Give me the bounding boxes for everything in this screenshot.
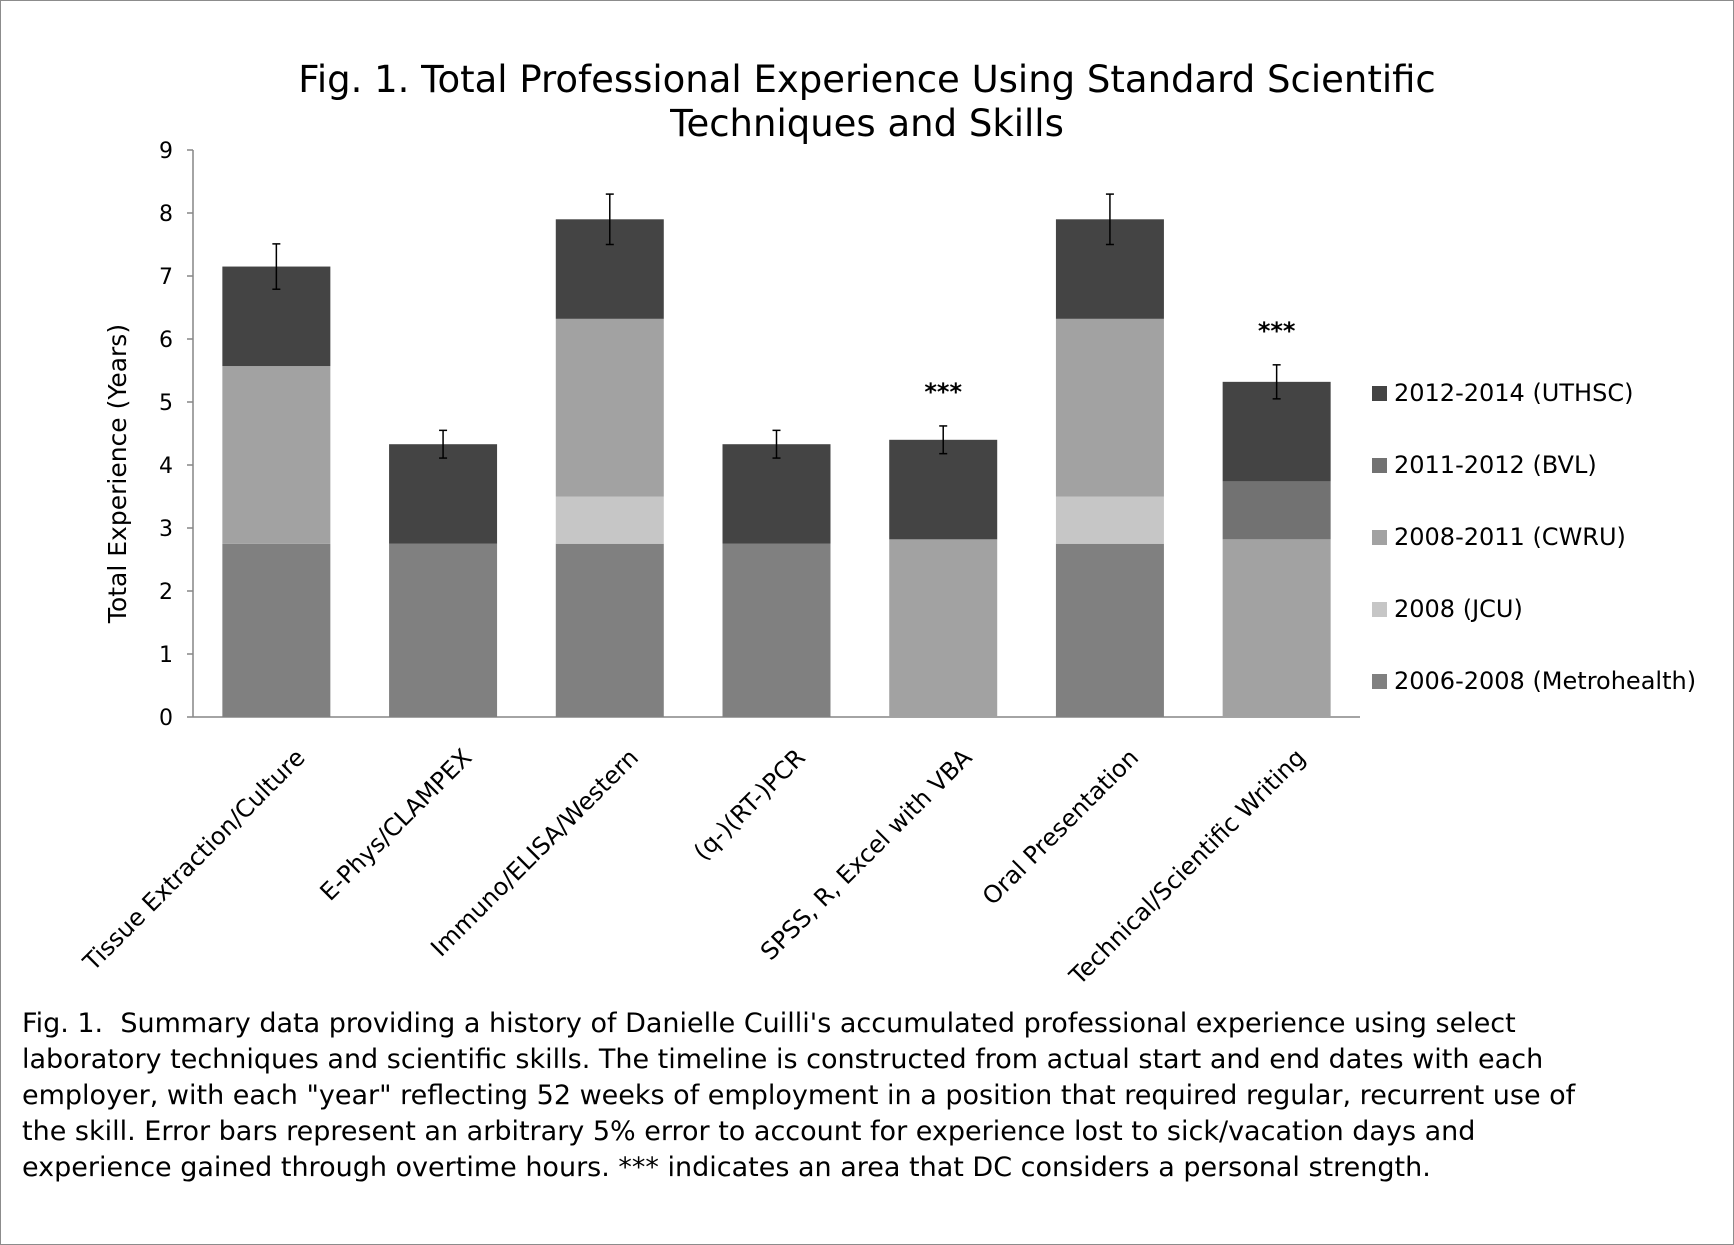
legend-swatch: [1372, 386, 1387, 401]
chart-title-line-1: Fig. 1. Total Professional Experience Us…: [298, 58, 1436, 101]
stacked-bar-chart: Fig. 1. Total Professional Experience Us…: [77, 58, 1696, 991]
strength-annotation: ***: [1258, 317, 1296, 345]
y-tick-label: 4: [159, 454, 173, 479]
caption-line-5: experience gained through overtime hours…: [22, 1152, 1431, 1183]
legend-swatch: [1372, 602, 1387, 617]
bar-stack: [1222, 381, 1331, 717]
error-bars: [272, 193, 1281, 459]
legend-item: 2006-2008 (Metrohealth): [1372, 667, 1696, 695]
bar-segment: [1222, 481, 1331, 540]
bar-segment: [722, 543, 831, 717]
caption-line-1: Summary data providing a history of Dani…: [120, 1008, 1516, 1039]
bar-segment: [1222, 539, 1331, 717]
caption-line-2: laboratory techniques and scientific ski…: [22, 1044, 1544, 1075]
legend-label: 2008-2011 (CWRU): [1394, 523, 1626, 551]
legend-item: 2011-2012 (BVL): [1372, 451, 1597, 479]
caption-line-3: employer, with each "year" reflecting 52…: [22, 1080, 1576, 1111]
bar-segment: [555, 318, 664, 497]
bar-segment: [1055, 496, 1164, 544]
y-tick-label: 3: [159, 517, 173, 542]
y-tick-label: 2: [159, 580, 173, 605]
y-axis: 0 1 2 3 4 5 6 7 8 9 Total Experience (Years): [103, 139, 1360, 731]
bar-segment: [389, 444, 498, 544]
caption-line-4: the skill. Error bars represent an arbit…: [22, 1116, 1476, 1147]
caption-line: Fig. 1. Summary data providing a history…: [22, 1006, 1712, 1042]
x-tick-label: (q-)(RT-)PCR: [688, 743, 811, 866]
error-bar: [272, 243, 281, 290]
bar-segment: [222, 543, 331, 717]
x-tick-label: Tissue Extraction/Culture: [77, 743, 310, 976]
chart-title: Fig. 1. Total Professional Experience Us…: [298, 58, 1436, 145]
y-tick-label: 0: [159, 706, 173, 731]
bar-stack: [722, 444, 831, 717]
legend-swatch: [1372, 674, 1387, 689]
x-tick-label: Oral Presentation: [977, 743, 1144, 910]
bars: [222, 219, 1331, 717]
bar-segment: [389, 543, 498, 717]
error-bar: [772, 429, 781, 459]
legend-swatch: [1372, 530, 1387, 545]
y-tick-label: 9: [159, 139, 173, 164]
annotations: *** ***: [924, 317, 1296, 406]
legend-item: 2012-2014 (UTHSC): [1372, 379, 1633, 407]
bar-stack: [389, 444, 498, 717]
error-bar: [605, 193, 614, 246]
error-bar: [439, 429, 448, 459]
legend: 2012-2014 (UTHSC) 2011-2012 (BVL) 2008-201…: [1372, 379, 1696, 695]
strength-annotation: ***: [924, 378, 962, 406]
x-axis-labels: Tissue Extraction/Culture E-Phys/CLAMPEXI…: [77, 743, 1311, 991]
legend-swatch: [1372, 458, 1387, 473]
legend-label: 2011-2012 (BVL): [1394, 451, 1597, 479]
bar-segment: [555, 543, 664, 717]
bar-segment: [222, 366, 331, 544]
bar-segment: [889, 539, 998, 717]
y-tick-label: 5: [159, 391, 173, 416]
y-tick-label: 6: [159, 328, 173, 353]
legend-label: 2012-2014 (UTHSC): [1394, 379, 1633, 407]
bar-stack: [555, 219, 664, 717]
bar-segment: [722, 444, 831, 544]
error-bar: [1272, 364, 1281, 400]
bar-stack: [1055, 219, 1164, 717]
bar-stack: [889, 439, 998, 717]
legend-label: 2006-2008 (Metrohealth): [1394, 667, 1696, 695]
x-tick-label: E-Phys/CLAMPEX: [315, 743, 478, 906]
y-axis-title: Total Experience (Years): [103, 324, 132, 624]
bar-segment: [1055, 543, 1164, 717]
bar-stack: [222, 266, 331, 717]
figure-caption: Fig. 1. Summary data providing a history…: [22, 1006, 1712, 1186]
legend-item: 2008 (JCU): [1372, 595, 1523, 623]
legend-item: 2008-2011 (CWRU): [1372, 523, 1626, 551]
caption-lead: Fig. 1.: [22, 1008, 104, 1039]
legend-label: 2008 (JCU): [1394, 595, 1523, 623]
error-bar: [939, 425, 948, 455]
bar-segment: [889, 439, 998, 540]
chart-title-line-2: Techniques and Skills: [669, 102, 1064, 145]
y-tick-label: 1: [159, 643, 173, 668]
y-tick-label: 7: [159, 265, 173, 290]
bar-segment: [555, 496, 664, 544]
bar-segment: [1055, 318, 1164, 497]
y-tick-label: 8: [159, 202, 173, 227]
error-bar: [1105, 193, 1114, 246]
